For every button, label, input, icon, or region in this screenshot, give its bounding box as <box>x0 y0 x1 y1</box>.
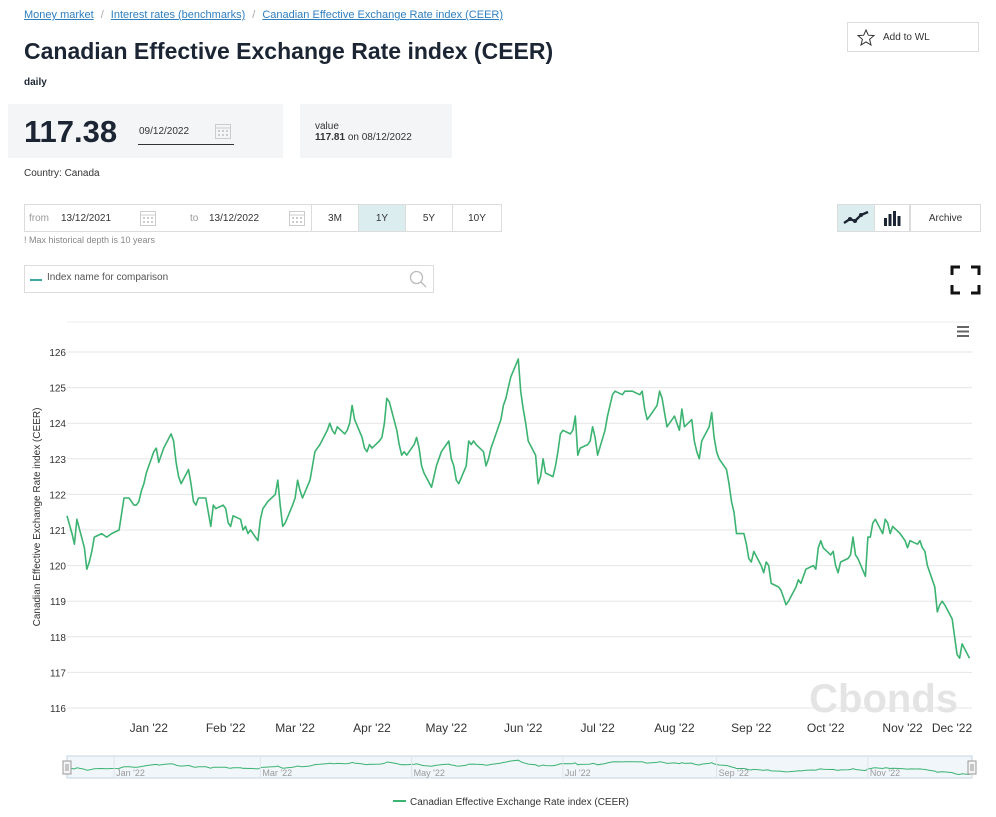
x-tick-label: Jul '22 <box>580 721 615 735</box>
breadcrumb-separator: / <box>100 9 104 21</box>
price-panel: 117.38 09/12/2022 <box>8 104 283 158</box>
y-tick-label: 120 <box>49 562 66 573</box>
chart-menu-icon[interactable] <box>955 325 971 339</box>
x-tick-label: Jun '22 <box>504 721 543 735</box>
x-tick-label: Dec '22 <box>932 721 973 735</box>
range-from-label: from <box>29 213 49 224</box>
previous-value-line: 117.81 on 08/12/2022 <box>315 132 412 143</box>
x-tick-label: May '22 <box>426 721 468 735</box>
current-value: 117.38 <box>24 114 118 149</box>
page-title: Canadian Effective Exchange Rate index (… <box>24 38 554 64</box>
y-tick-label: 121 <box>49 526 66 537</box>
navigator-handle-right[interactable] <box>967 760 977 775</box>
period-1y-button[interactable]: 1Y <box>358 204 406 232</box>
line-chart-icon <box>843 210 869 224</box>
legend-label[interactable]: Canadian Effective Exchange Rate index (… <box>410 797 629 808</box>
frequency-label: daily <box>24 77 47 88</box>
x-tick-label: Apr '22 <box>353 721 391 735</box>
y-tick-label: 118 <box>50 633 66 644</box>
x-tick-label: Mar '22 <box>275 721 315 735</box>
x-tick-label: Feb '22 <box>206 721 246 735</box>
breadcrumb: Money market / Interest rates (benchmarks)… <box>24 9 503 21</box>
y-tick-label: 117 <box>50 668 66 679</box>
navigator-tick-label: Jan '22 <box>116 768 145 778</box>
bar-chart-icon <box>884 211 901 226</box>
previous-value-panel: value 117.81 on 08/12/2022 <box>300 104 452 158</box>
period-3m-button[interactable]: 3M <box>311 204 359 232</box>
y-tick-label: 122 <box>49 490 66 501</box>
x-tick-label: Oct '22 <box>807 721 845 735</box>
history-depth-note: ! Max historical depth is 10 years <box>24 235 156 245</box>
navigator-series-line <box>66 759 970 776</box>
watermark: Cbonds <box>809 677 958 721</box>
country-label: Country: Canada <box>24 168 100 179</box>
bar-chart-toggle[interactable] <box>874 204 910 232</box>
period-5y-button[interactable]: 5Y <box>405 204 453 232</box>
calendar-icon <box>215 124 231 139</box>
x-tick-label: Jan '22 <box>130 721 169 735</box>
value-date: 09/12/2022 <box>139 126 190 137</box>
previous-value-number: 117.81 <box>315 132 346 143</box>
comparison-input[interactable] <box>47 272 387 283</box>
y-tick-label: 125 <box>49 384 66 395</box>
star-icon <box>857 28 875 46</box>
y-axis-label: Canadian Effective Exchange Rate index (… <box>32 408 43 627</box>
series-line-ceer <box>66 358 971 659</box>
breadcrumb-interest-rates[interactable]: Interest rates (benchmarks) <box>110 9 246 21</box>
breadcrumb-money-market[interactable]: Money market <box>24 9 94 21</box>
add-to-watchlist-button[interactable]: Add to WL <box>847 22 979 52</box>
comparison-search <box>24 265 434 293</box>
breadcrumb-separator: / <box>252 9 256 21</box>
x-tick-label: Nov '22 <box>882 721 923 735</box>
previous-value-label: value <box>315 121 339 132</box>
calendar-icon[interactable] <box>140 211 156 226</box>
add-to-watchlist-label: Add to WL <box>883 31 930 43</box>
y-tick-label: 119 <box>50 597 66 608</box>
navigator-tick-label: Mar '22 <box>262 768 292 778</box>
navigator-tick-label: Sep '22 <box>719 768 749 778</box>
previous-value-date: 08/12/2022 <box>361 132 412 143</box>
y-tick-label: 116 <box>50 704 66 715</box>
y-tick-label: 124 <box>49 419 66 430</box>
date-range: from 13/12/2021 to 13/12/2022 <box>24 204 312 232</box>
breadcrumb-ceer[interactable]: Canadian Effective Exchange Rate index (… <box>262 9 504 21</box>
archive-button[interactable]: Archive <box>910 204 981 232</box>
navigator-tick-label: May '22 <box>414 768 445 778</box>
navigator-tick-label: Jul '22 <box>565 768 591 778</box>
calendar-icon[interactable] <box>289 211 305 226</box>
fullscreen-icon[interactable] <box>950 265 981 295</box>
range-to-input[interactable]: 13/12/2022 <box>209 213 260 224</box>
y-tick-label: 126 <box>49 348 66 359</box>
navigator-tick-label: Nov '22 <box>870 768 900 778</box>
range-from-input[interactable]: 13/12/2021 <box>61 213 112 224</box>
x-tick-label: Sep '22 <box>731 721 772 735</box>
y-tick-label: 123 <box>49 455 66 466</box>
range-to-label: to <box>190 213 199 224</box>
search-icon[interactable] <box>409 270 427 288</box>
value-date-picker[interactable]: 09/12/2022 <box>138 120 234 145</box>
comparison-series-marker <box>30 279 42 281</box>
previous-value-on: on <box>347 132 359 143</box>
period-10y-button[interactable]: 10Y <box>452 204 502 232</box>
navigator-handle-left[interactable] <box>62 760 72 775</box>
x-tick-label: Aug '22 <box>654 721 695 735</box>
